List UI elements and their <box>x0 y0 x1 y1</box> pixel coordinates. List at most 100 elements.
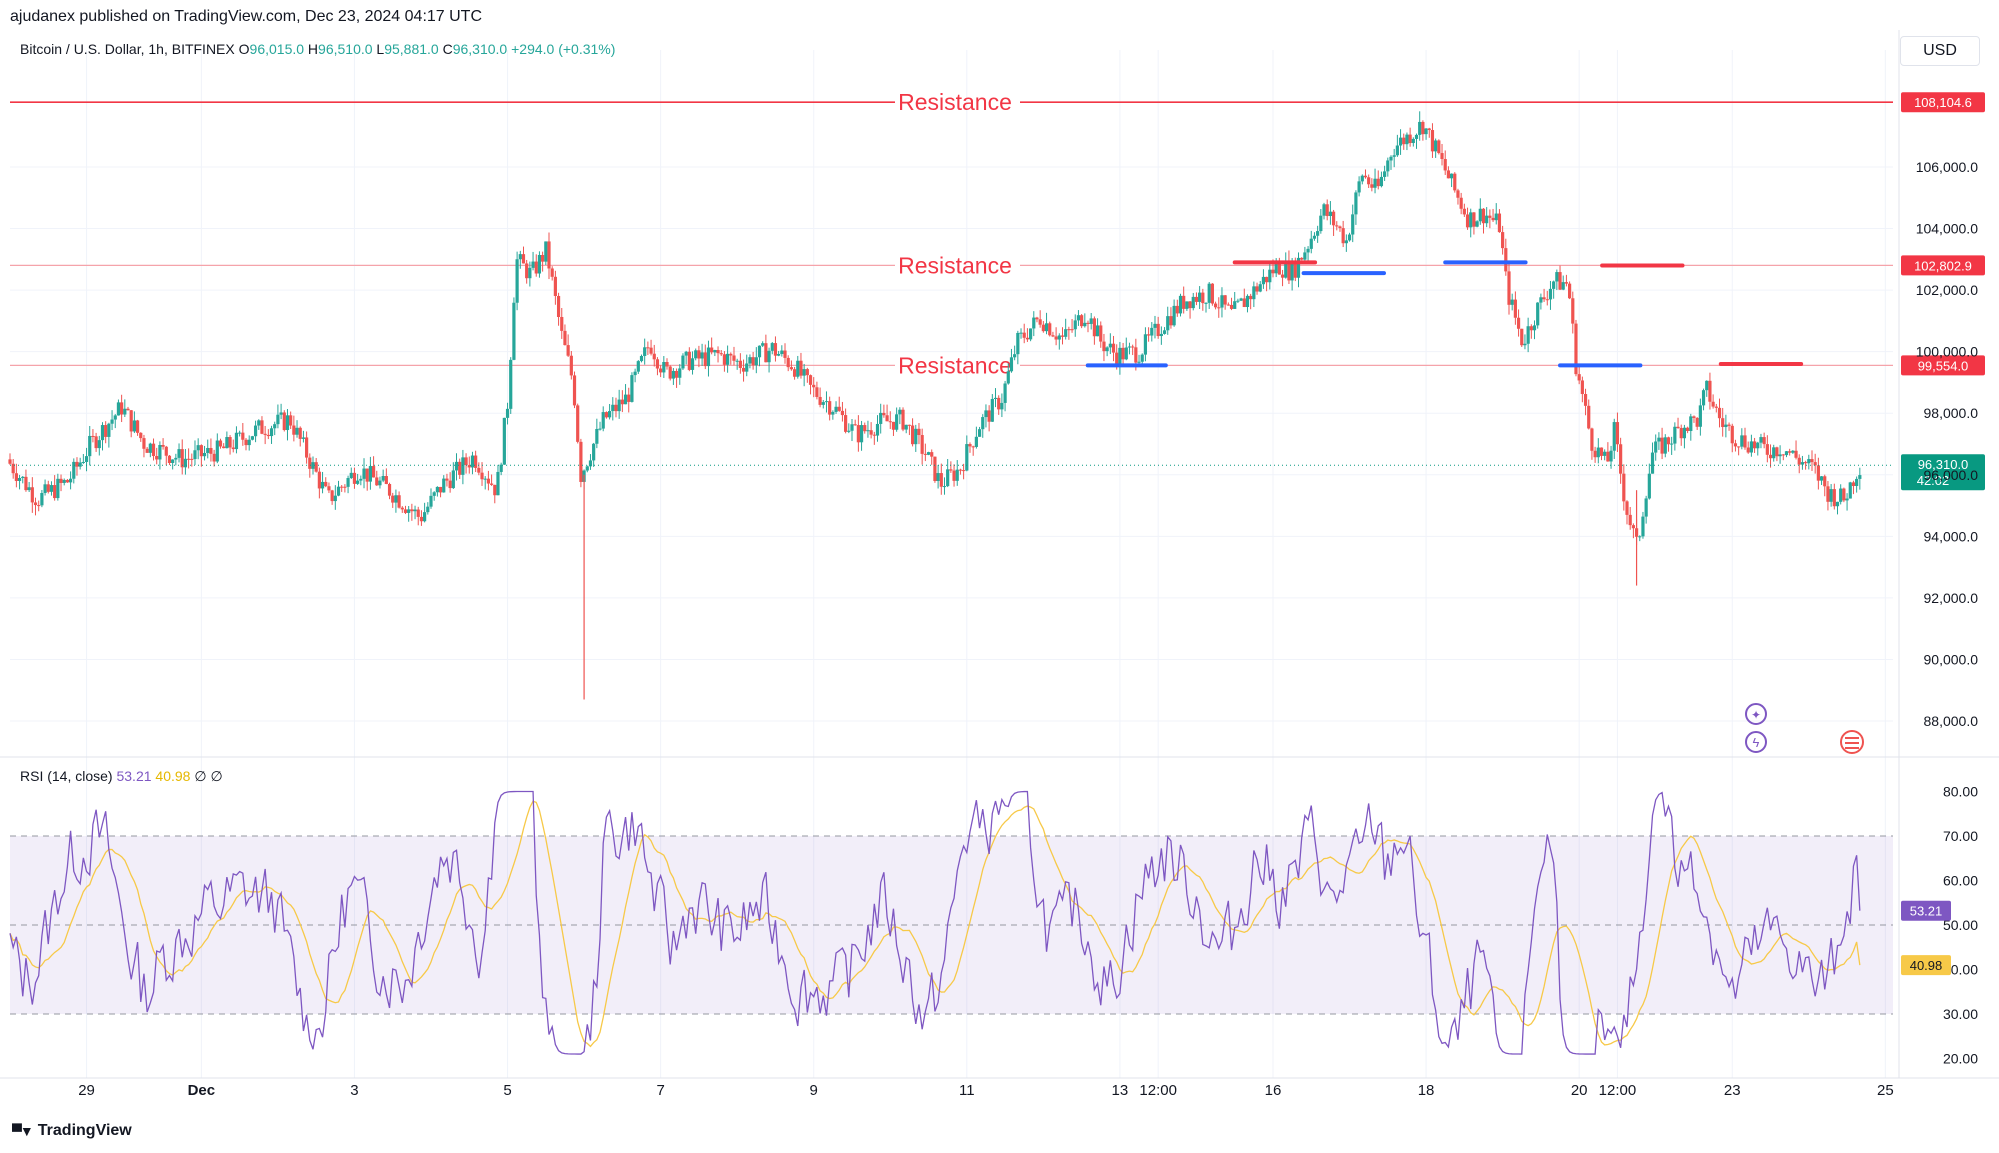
candle-body <box>1858 475 1862 479</box>
candle <box>525 259 529 284</box>
candle-body <box>722 354 727 365</box>
candle-body <box>1437 140 1441 154</box>
candle-body <box>745 363 749 372</box>
candle <box>505 402 510 425</box>
candle-body <box>1462 208 1466 215</box>
candle <box>1338 225 1342 232</box>
candle-body <box>1644 498 1648 517</box>
candle-body <box>1424 128 1428 135</box>
currency-selector[interactable]: USD <box>1900 36 1980 66</box>
candle-body <box>942 486 947 488</box>
candle <box>824 391 829 413</box>
candle-body <box>289 415 293 426</box>
candle <box>1159 326 1163 345</box>
candle <box>627 387 631 413</box>
candle-body <box>1363 175 1368 178</box>
grid-lines <box>10 50 1893 1078</box>
candle-body <box>655 359 660 369</box>
candle-body <box>231 447 235 450</box>
candle <box>1300 257 1304 261</box>
candle <box>273 421 277 436</box>
time-axis-label: 9 <box>810 1082 818 1099</box>
candle <box>174 453 178 466</box>
candle <box>279 403 283 420</box>
candle-body <box>1414 134 1419 139</box>
candle-body <box>1290 262 1294 281</box>
candle-body <box>1564 282 1569 284</box>
candle-body <box>381 476 385 481</box>
candle <box>840 401 845 422</box>
candle <box>512 297 516 361</box>
candle-body <box>1172 305 1176 326</box>
candle-body <box>1245 295 1250 308</box>
candle-body <box>1819 476 1824 481</box>
candle-body <box>1277 262 1281 275</box>
candle-body <box>821 402 825 405</box>
candle-body <box>1510 299 1514 305</box>
candle-body <box>206 447 210 453</box>
candle <box>1453 172 1457 193</box>
candle <box>946 459 950 488</box>
candle <box>1730 423 1734 453</box>
candle-body <box>1705 380 1709 391</box>
candle <box>454 453 459 481</box>
candle <box>11 458 15 479</box>
candle-body <box>14 473 18 481</box>
candle-body <box>1539 297 1543 303</box>
candle-body <box>43 484 47 494</box>
candle <box>898 407 902 425</box>
candle-body <box>837 406 841 411</box>
candle-body <box>1666 437 1671 445</box>
symbol-title[interactable]: Bitcoin / U.S. Dollar, 1h, BITFINEX <box>20 41 239 57</box>
candle <box>381 469 385 483</box>
candle-body <box>802 369 806 376</box>
candle-body <box>1000 402 1004 410</box>
candle-body <box>91 435 95 437</box>
candle-body <box>1150 327 1154 336</box>
candle <box>1411 137 1415 147</box>
candle-body <box>1855 478 1859 487</box>
candle-body <box>308 457 312 469</box>
candle <box>1599 447 1604 461</box>
candle-body <box>250 436 254 440</box>
candle-body <box>1048 323 1052 336</box>
rsi-extra-values: ∅ ∅ <box>194 768 222 784</box>
candle-body <box>1542 297 1546 300</box>
candle <box>1188 301 1192 319</box>
candle-body <box>1689 416 1693 432</box>
candle-body <box>1367 177 1371 185</box>
candle <box>955 460 959 486</box>
candle-body <box>1328 211 1332 217</box>
candle-body <box>100 425 105 441</box>
candle <box>1558 265 1562 291</box>
candle <box>400 506 404 513</box>
price-change: +294.0 (+0.31%) <box>507 41 615 57</box>
candle <box>1628 506 1632 530</box>
candle <box>489 474 494 486</box>
candle <box>1016 330 1020 365</box>
candle-body <box>1386 160 1390 172</box>
candle-body <box>1596 447 1600 458</box>
candle-body <box>502 417 506 465</box>
candle <box>1111 335 1116 362</box>
candle <box>1095 318 1100 337</box>
candle-body <box>1054 336 1058 340</box>
candle-body <box>1775 447 1779 457</box>
candle <box>62 478 66 486</box>
candle <box>1076 310 1081 326</box>
candle <box>1501 225 1505 255</box>
candle-body <box>1695 417 1699 427</box>
resistance-tag-bg <box>1901 255 1985 276</box>
candle <box>920 428 924 465</box>
rsi-title[interactable]: RSI (14, close) <box>20 768 116 784</box>
candle <box>1644 495 1648 524</box>
candle-body <box>805 369 809 376</box>
candle-body <box>981 417 985 430</box>
candle <box>1389 155 1393 170</box>
candle-body <box>1434 140 1438 152</box>
candle-body <box>1663 437 1667 454</box>
candle-body <box>129 410 133 432</box>
candle <box>1239 297 1243 302</box>
candle-body <box>1810 459 1814 463</box>
